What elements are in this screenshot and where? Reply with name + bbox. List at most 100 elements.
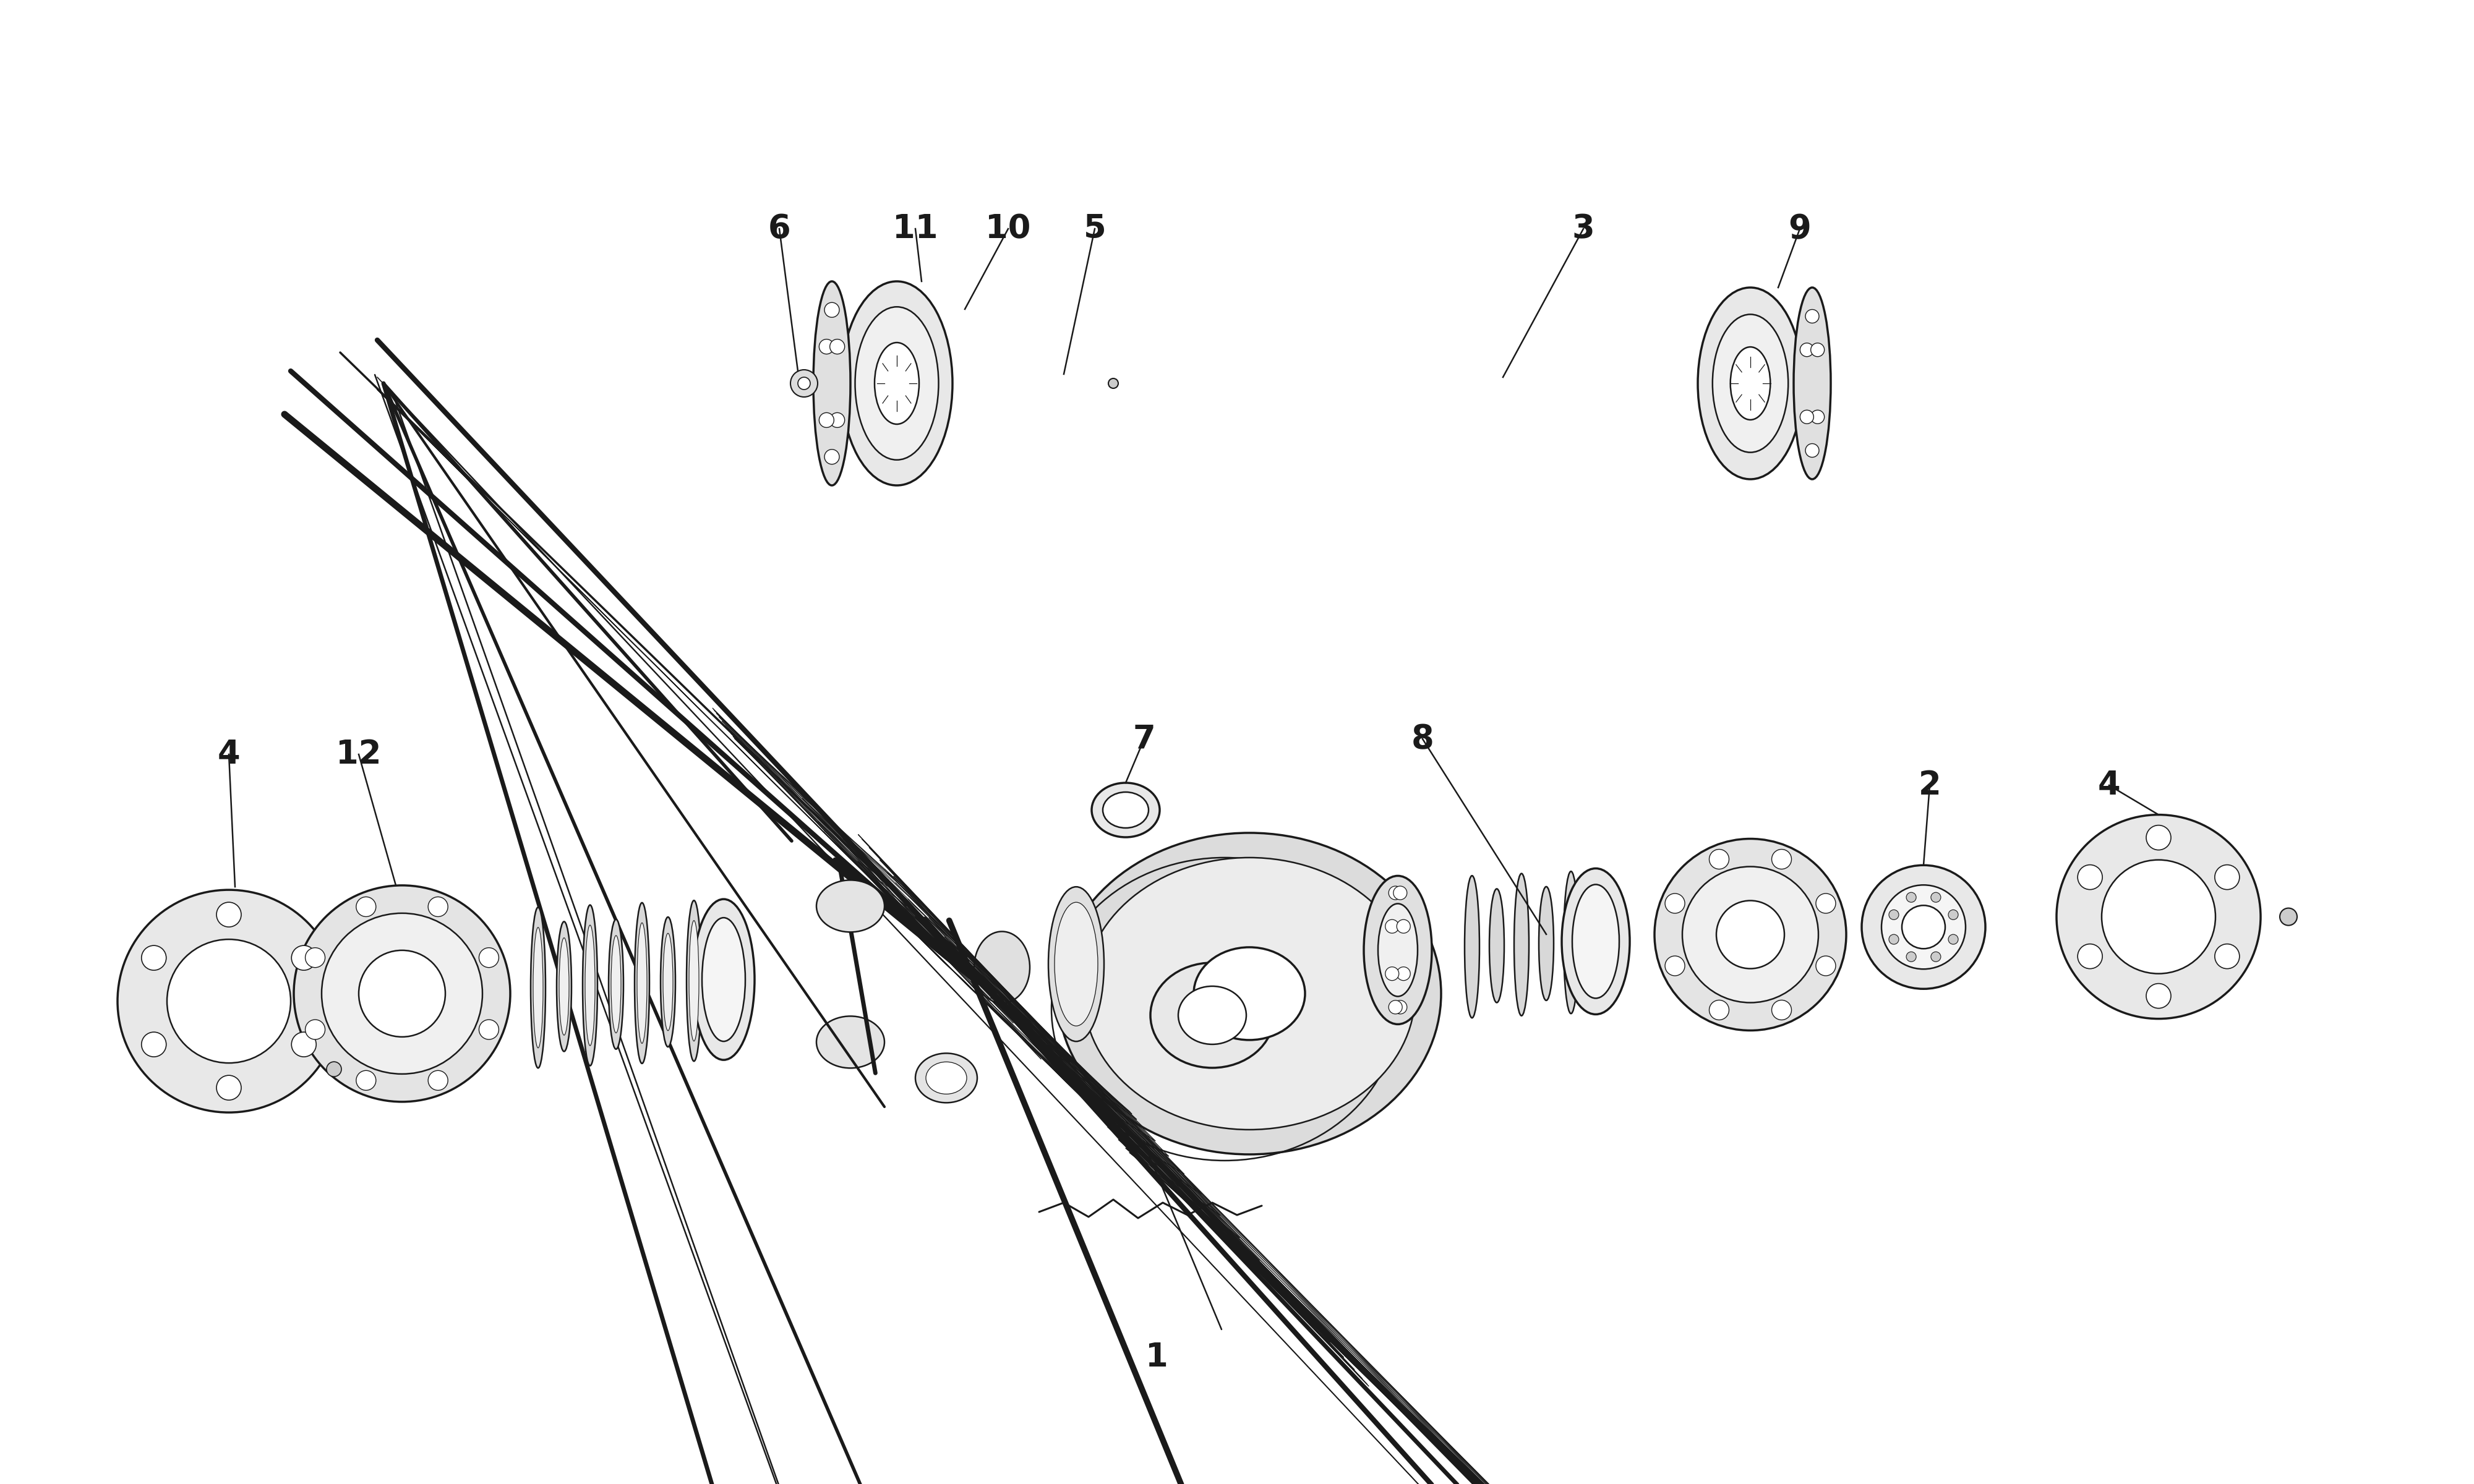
Circle shape bbox=[829, 413, 844, 427]
Text: 9: 9 bbox=[1789, 212, 1811, 245]
Circle shape bbox=[1388, 1000, 1403, 1014]
Ellipse shape bbox=[1378, 904, 1418, 996]
Circle shape bbox=[292, 1031, 317, 1057]
Ellipse shape bbox=[638, 923, 648, 1043]
Text: 5: 5 bbox=[1084, 212, 1106, 245]
Text: 7: 7 bbox=[1133, 723, 1155, 755]
Circle shape bbox=[1907, 951, 1917, 962]
Text: 1: 1 bbox=[1145, 1342, 1168, 1373]
Circle shape bbox=[141, 945, 166, 971]
Circle shape bbox=[141, 1031, 166, 1057]
Circle shape bbox=[1903, 905, 1945, 948]
Circle shape bbox=[1888, 935, 1898, 944]
Circle shape bbox=[327, 1061, 341, 1076]
Ellipse shape bbox=[633, 902, 648, 1064]
Ellipse shape bbox=[876, 343, 920, 424]
Ellipse shape bbox=[661, 917, 675, 1046]
Ellipse shape bbox=[557, 922, 571, 1052]
Circle shape bbox=[1665, 956, 1685, 976]
Circle shape bbox=[1108, 378, 1118, 389]
Ellipse shape bbox=[1697, 288, 1804, 479]
Circle shape bbox=[1816, 956, 1836, 976]
Ellipse shape bbox=[663, 933, 673, 1031]
Circle shape bbox=[304, 948, 324, 968]
Ellipse shape bbox=[1712, 315, 1789, 453]
Circle shape bbox=[797, 377, 811, 389]
Ellipse shape bbox=[611, 935, 621, 1033]
Ellipse shape bbox=[816, 1017, 886, 1068]
Circle shape bbox=[304, 1020, 324, 1039]
Circle shape bbox=[819, 413, 834, 427]
Ellipse shape bbox=[1103, 792, 1148, 828]
Circle shape bbox=[2281, 908, 2296, 926]
Ellipse shape bbox=[1729, 347, 1771, 420]
Text: 6: 6 bbox=[767, 212, 792, 245]
Circle shape bbox=[356, 1070, 376, 1091]
Circle shape bbox=[1388, 886, 1403, 899]
Circle shape bbox=[294, 886, 510, 1101]
Ellipse shape bbox=[1178, 987, 1247, 1045]
Circle shape bbox=[824, 450, 839, 464]
Ellipse shape bbox=[816, 880, 886, 932]
Circle shape bbox=[1811, 410, 1823, 424]
Circle shape bbox=[1883, 884, 1964, 969]
Circle shape bbox=[2078, 865, 2103, 889]
Ellipse shape bbox=[1489, 889, 1504, 1003]
Text: 2: 2 bbox=[1917, 769, 1942, 801]
Circle shape bbox=[1811, 343, 1823, 356]
Circle shape bbox=[480, 1020, 500, 1039]
Circle shape bbox=[1717, 901, 1784, 969]
Ellipse shape bbox=[688, 901, 703, 1061]
Circle shape bbox=[1816, 893, 1836, 913]
Ellipse shape bbox=[693, 899, 755, 1060]
Circle shape bbox=[1806, 444, 1818, 457]
Ellipse shape bbox=[1091, 784, 1160, 837]
Circle shape bbox=[1385, 920, 1398, 933]
Circle shape bbox=[1682, 867, 1818, 1003]
Ellipse shape bbox=[1084, 858, 1415, 1129]
Ellipse shape bbox=[1573, 884, 1618, 999]
Circle shape bbox=[428, 1070, 448, 1091]
Circle shape bbox=[1771, 1000, 1791, 1020]
Circle shape bbox=[1771, 849, 1791, 870]
Circle shape bbox=[2147, 984, 2172, 1008]
Circle shape bbox=[1950, 935, 1959, 944]
Text: 4: 4 bbox=[2098, 769, 2120, 801]
Circle shape bbox=[1930, 892, 1940, 902]
Ellipse shape bbox=[584, 905, 599, 1066]
Circle shape bbox=[1907, 892, 1917, 902]
Circle shape bbox=[792, 370, 816, 396]
Circle shape bbox=[2147, 825, 2172, 850]
Circle shape bbox=[2056, 815, 2261, 1020]
Ellipse shape bbox=[703, 917, 745, 1042]
Circle shape bbox=[2103, 859, 2217, 974]
Ellipse shape bbox=[1192, 947, 1306, 1040]
Ellipse shape bbox=[1514, 874, 1529, 1015]
Ellipse shape bbox=[1588, 884, 1603, 999]
Ellipse shape bbox=[1059, 833, 1440, 1155]
Text: 8: 8 bbox=[1410, 723, 1435, 755]
Ellipse shape bbox=[1150, 963, 1274, 1068]
Ellipse shape bbox=[925, 1063, 967, 1094]
Circle shape bbox=[1655, 838, 1846, 1030]
Ellipse shape bbox=[814, 282, 851, 485]
Circle shape bbox=[2078, 944, 2103, 969]
Ellipse shape bbox=[1465, 876, 1479, 1018]
Ellipse shape bbox=[1561, 868, 1630, 1015]
Text: 12: 12 bbox=[336, 738, 381, 770]
Circle shape bbox=[829, 340, 844, 355]
Circle shape bbox=[480, 948, 500, 968]
Circle shape bbox=[1863, 865, 1984, 988]
Circle shape bbox=[1398, 920, 1410, 933]
Circle shape bbox=[1930, 951, 1940, 962]
Circle shape bbox=[1710, 1000, 1729, 1020]
Text: 11: 11 bbox=[893, 212, 938, 245]
Circle shape bbox=[824, 303, 839, 318]
Circle shape bbox=[218, 902, 242, 927]
Circle shape bbox=[1950, 910, 1959, 920]
Circle shape bbox=[1393, 1000, 1408, 1014]
Circle shape bbox=[1710, 849, 1729, 870]
Ellipse shape bbox=[1564, 871, 1578, 1014]
Ellipse shape bbox=[1049, 887, 1103, 1042]
Circle shape bbox=[1806, 310, 1818, 324]
